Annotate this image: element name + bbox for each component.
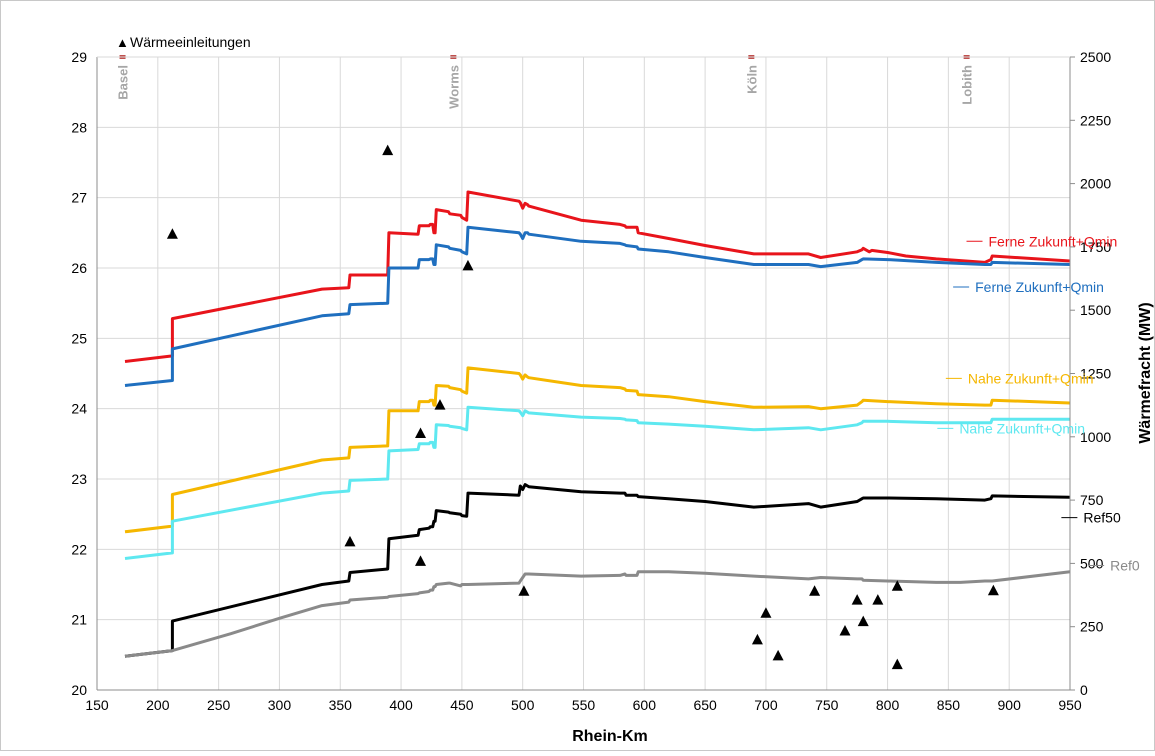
heat-input-triangle <box>809 585 821 596</box>
y-tick-label-right: 1500 <box>1080 302 1111 318</box>
y-tick-label-right: 0 <box>1080 682 1088 698</box>
y-tick-label-right: 2250 <box>1080 112 1111 128</box>
y-axis-title-right: Wärmefracht (MW) <box>1137 302 1154 443</box>
location-markers: Basel Worms Köln Lobith <box>116 55 975 109</box>
heat-input-triangle <box>462 259 474 271</box>
legend: ▲ Wärmeeinleitungen <box>116 34 251 50</box>
series-label: Nahe Zukunft+Qmin <box>968 370 1094 386</box>
y-tick-label-left: 23 <box>71 471 87 487</box>
y-tick-label-left: 22 <box>71 541 87 557</box>
heat-input-triangle <box>891 658 903 670</box>
heat-input-triangle <box>518 585 530 596</box>
x-tick-label: 300 <box>268 697 292 713</box>
x-tick-label: 700 <box>754 697 778 713</box>
heat-input-triangle <box>857 615 869 627</box>
x-tick-label: 800 <box>876 697 900 713</box>
x-tick-label: 950 <box>1058 697 1082 713</box>
series-label: Ref0 <box>1110 558 1140 574</box>
series-label: Ferne Zukunft+Qmin <box>989 233 1118 249</box>
y-tick-label-right: 2500 <box>1080 49 1111 65</box>
heat-input-triangle <box>872 594 884 605</box>
heat-input-triangle <box>891 580 903 591</box>
heat-input-triangle <box>415 427 427 439</box>
x-tick-label: 600 <box>633 697 657 713</box>
plot-axes: 150 200 250 300 350 400 450 500 550 600 650 700 750 8… <box>71 49 1111 713</box>
heat-input-triangle <box>760 607 772 618</box>
x-tick-label: 750 <box>815 697 839 713</box>
heat-input-triangle <box>344 535 356 547</box>
y-tick-label-left: 21 <box>71 612 87 628</box>
location-label: Basel <box>116 65 131 100</box>
heat-input-triangle <box>382 144 394 156</box>
series-lines <box>124 190 1071 658</box>
heat-input-triangle <box>751 633 763 645</box>
heat-input-triangle <box>851 594 863 605</box>
y-tick-label-left: 26 <box>71 260 87 276</box>
heat-input-markers <box>166 144 999 670</box>
y-tick-label-left: 24 <box>71 401 87 417</box>
location-label: Köln <box>744 65 759 94</box>
series-label: Nahe Zukunft+Qmin <box>959 420 1085 436</box>
series-line <box>124 225 1071 387</box>
x-axis-title: Rhein-Km <box>572 728 648 745</box>
series-line <box>124 405 1070 560</box>
series-label: Ferne Zukunft+Qmin <box>975 279 1104 295</box>
y-tick-label-right: 1250 <box>1080 366 1111 382</box>
y-tick-label-right: 1750 <box>1080 239 1111 255</box>
y-tick-label-left: 28 <box>71 119 87 135</box>
location-label: Lobith <box>960 65 975 105</box>
heat-input-triangle <box>772 649 784 661</box>
heat-input-triangle <box>434 399 446 410</box>
location-label: Worms <box>446 65 461 109</box>
x-tick-label: 350 <box>329 697 353 713</box>
x-tick-label: 500 <box>511 697 535 713</box>
y-tick-label-right: 1000 <box>1080 429 1111 445</box>
y-tick-label-left: 20 <box>71 682 87 698</box>
x-tick-label: 150 <box>85 697 109 713</box>
x-tick-label: 250 <box>207 697 231 713</box>
x-tick-label: 650 <box>693 697 717 713</box>
x-tick-label: 850 <box>937 697 961 713</box>
y-tick-label-right: 250 <box>1080 619 1104 635</box>
heat-input-triangle <box>166 228 178 239</box>
x-tick-label: 450 <box>450 697 474 713</box>
heat-input-triangle <box>987 584 999 596</box>
x-tick-label: 550 <box>572 697 596 713</box>
series-line <box>124 483 1071 658</box>
series-line <box>124 190 1071 363</box>
y-tick-label-right: 2000 <box>1080 176 1111 192</box>
y-tick-label-left: 25 <box>71 330 87 346</box>
legend-label: Wärmeeinleitungen <box>130 34 251 50</box>
x-tick-label: 200 <box>146 697 170 713</box>
y-tick-label-left: 27 <box>71 190 87 206</box>
heat-input-triangle <box>415 555 427 566</box>
series-line <box>124 570 1071 658</box>
heat-input-triangle <box>839 625 851 636</box>
y-tick-label-right: 500 <box>1080 555 1104 571</box>
x-tick-label: 900 <box>998 697 1022 713</box>
series-label: Ref50 <box>1083 510 1121 526</box>
series-line <box>124 366 1071 534</box>
y-tick-label-left: 29 <box>71 49 87 65</box>
x-tick-label: 400 <box>389 697 413 713</box>
legend-marker: ▲ <box>116 35 129 50</box>
series-labels: Ferne Zukunft+Qmin Ferne Zukunft+Qmin Nahe… <box>937 233 1140 574</box>
y-tick-label-right: 750 <box>1080 492 1104 508</box>
